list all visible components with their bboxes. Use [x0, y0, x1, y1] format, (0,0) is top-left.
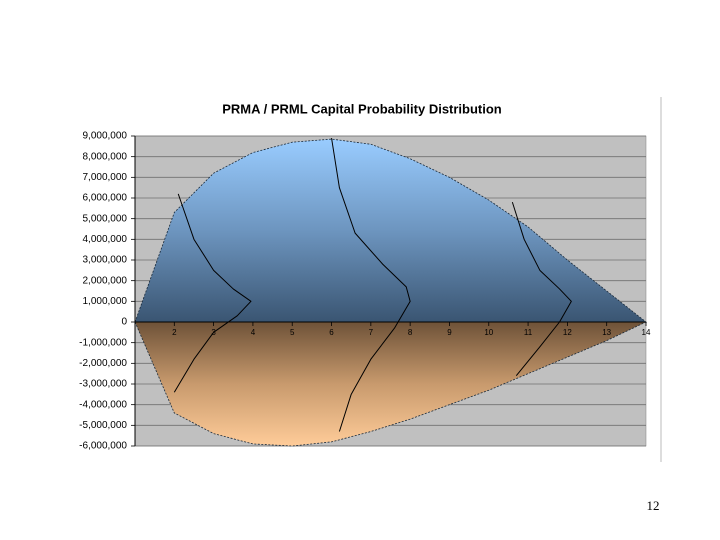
y-tick-label: 0 [121, 317, 127, 328]
x-tick-label: 2 [172, 328, 177, 337]
chart-title: PRMA / PRML Capital Probability Distribu… [222, 101, 502, 116]
x-tick-label: 8 [408, 328, 413, 337]
y-tick-label: -4,000,000 [79, 399, 127, 410]
x-tick-label: 12 [563, 328, 572, 337]
y-tick-label: 5,000,000 [83, 213, 128, 224]
y-tick-label: -1,000,000 [79, 337, 127, 348]
distribution-curve [331, 137, 411, 432]
page-number: 12 [647, 498, 660, 513]
x-tick-label: 13 [602, 328, 611, 337]
y-tick-label: 3,000,000 [83, 255, 128, 266]
x-tick-label: 10 [484, 328, 493, 337]
distribution-curve [173, 193, 252, 393]
y-tick-label: -6,000,000 [79, 441, 127, 452]
y-tick-label: 1,000,000 [83, 296, 128, 307]
x-tick-label: 7 [369, 328, 374, 337]
area [134, 138, 648, 323]
y-tick-label: 2,000,000 [83, 275, 128, 286]
distribution-curve [511, 201, 572, 377]
y-tick-label: 9,000,000 [83, 131, 128, 142]
x-tick-label: 5 [290, 328, 295, 337]
x-tick-label: 14 [642, 328, 651, 337]
y-tick-label: -3,000,000 [79, 379, 127, 390]
x-tick-label: 4 [251, 328, 256, 337]
x-tick-label: 11 [524, 328, 533, 337]
x-tick-label: 9 [447, 328, 452, 337]
area [134, 321, 647, 447]
y-tick-label: 7,000,000 [83, 172, 128, 183]
y-tick-label: 8,000,000 [83, 151, 128, 162]
y-tick-label: 6,000,000 [83, 193, 128, 204]
y-tick-label: -2,000,000 [79, 358, 127, 369]
x-tick-label: 6 [329, 328, 334, 337]
y-tick-label: 4,000,000 [83, 234, 128, 245]
y-tick-label: -5,000,000 [79, 420, 127, 431]
